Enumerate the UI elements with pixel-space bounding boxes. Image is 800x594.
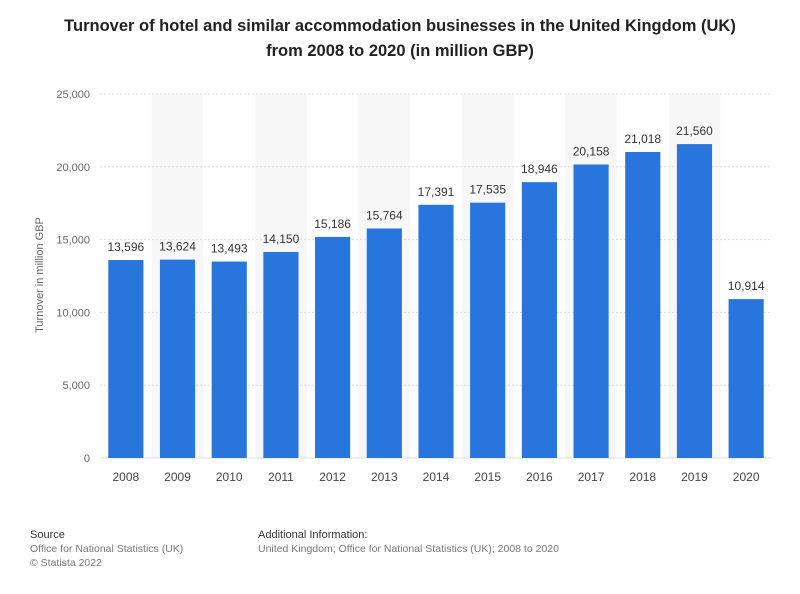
additional-info-text: United Kingdom; Office for National Stat… — [258, 543, 559, 555]
y-tick-label: 0 — [84, 453, 90, 465]
value-label: 13,596 — [107, 240, 144, 254]
bars — [108, 144, 764, 459]
value-label: 10,914 — [728, 279, 765, 293]
value-label: 14,150 — [263, 232, 300, 246]
x-tick-label: 2009 — [164, 470, 191, 484]
bar — [573, 164, 609, 459]
bar — [108, 260, 144, 458]
bar — [521, 182, 557, 458]
source-block: Source Office for National Statistics (U… — [30, 528, 183, 570]
x-tick-label: 2013 — [371, 470, 398, 484]
chart-title: Turnover of hotel and similar accommodat… — [20, 14, 780, 64]
y-axis-label: Turnover in million GBP — [34, 217, 46, 333]
bar — [728, 299, 764, 458]
x-tick-label: 2017 — [578, 470, 605, 484]
value-label: 13,624 — [159, 240, 196, 254]
value-label: 15,186 — [314, 217, 351, 231]
bar — [159, 259, 196, 458]
y-tick-label: 5,000 — [62, 380, 90, 392]
bar — [211, 261, 247, 458]
bar — [315, 236, 351, 458]
value-labels: 13,596 13,624 13,493 14,150 15,186 15,764 17,3… — [107, 124, 764, 293]
bar — [676, 144, 713, 458]
y-tick-label: 10,000 — [56, 307, 90, 319]
value-label: 20,158 — [573, 144, 610, 158]
x-tick-label: 2010 — [216, 470, 243, 484]
y-tick-label: 20,000 — [56, 162, 90, 174]
value-label: 17,391 — [418, 185, 455, 199]
x-tick-label: 2015 — [474, 470, 501, 484]
y-axis-ticks: 0 5,000 10,000 15,000 20,000 25,000 — [56, 89, 90, 465]
x-axis-ticks: 2008 2009 2010 2011 2012 2013 2014 2015 2016 2017… — [112, 470, 759, 484]
bar — [625, 151, 661, 459]
x-tick-label: 2019 — [681, 470, 708, 484]
x-tick-label: 2008 — [112, 470, 139, 484]
bar — [470, 202, 506, 458]
x-tick-label: 2018 — [629, 470, 656, 484]
chart-title-line-2: from 2008 to 2020 (in million GBP) — [266, 42, 534, 60]
value-label: 21,018 — [624, 132, 661, 146]
y-tick-label: 25,000 — [56, 89, 90, 101]
copyright-text: © Statista 2022 — [30, 557, 102, 569]
additional-info-block: Additional Information: United Kingdom; … — [258, 528, 559, 556]
x-tick-label: 2014 — [423, 470, 450, 484]
value-label: 18,946 — [521, 162, 558, 176]
x-tick-label: 2020 — [733, 470, 760, 484]
bar — [366, 228, 402, 458]
source-link[interactable]: Office for National Statistics (UK) — [30, 543, 184, 555]
source-heading: Source — [30, 529, 65, 541]
additional-info-heading: Additional Information: — [258, 529, 368, 541]
chart-title-line-1: Turnover of hotel and similar accommodat… — [64, 17, 736, 35]
x-tick-label: 2012 — [319, 470, 346, 484]
y-tick-label: 15,000 — [56, 235, 90, 247]
value-label: 17,535 — [469, 183, 506, 197]
x-tick-label: 2011 — [268, 470, 294, 484]
x-tick-label: 2016 — [526, 470, 553, 484]
bar — [418, 204, 454, 458]
value-label: 15,764 — [366, 208, 403, 222]
value-label: 13,493 — [211, 242, 248, 256]
bar — [263, 251, 299, 458]
value-label: 21,560 — [676, 124, 713, 138]
